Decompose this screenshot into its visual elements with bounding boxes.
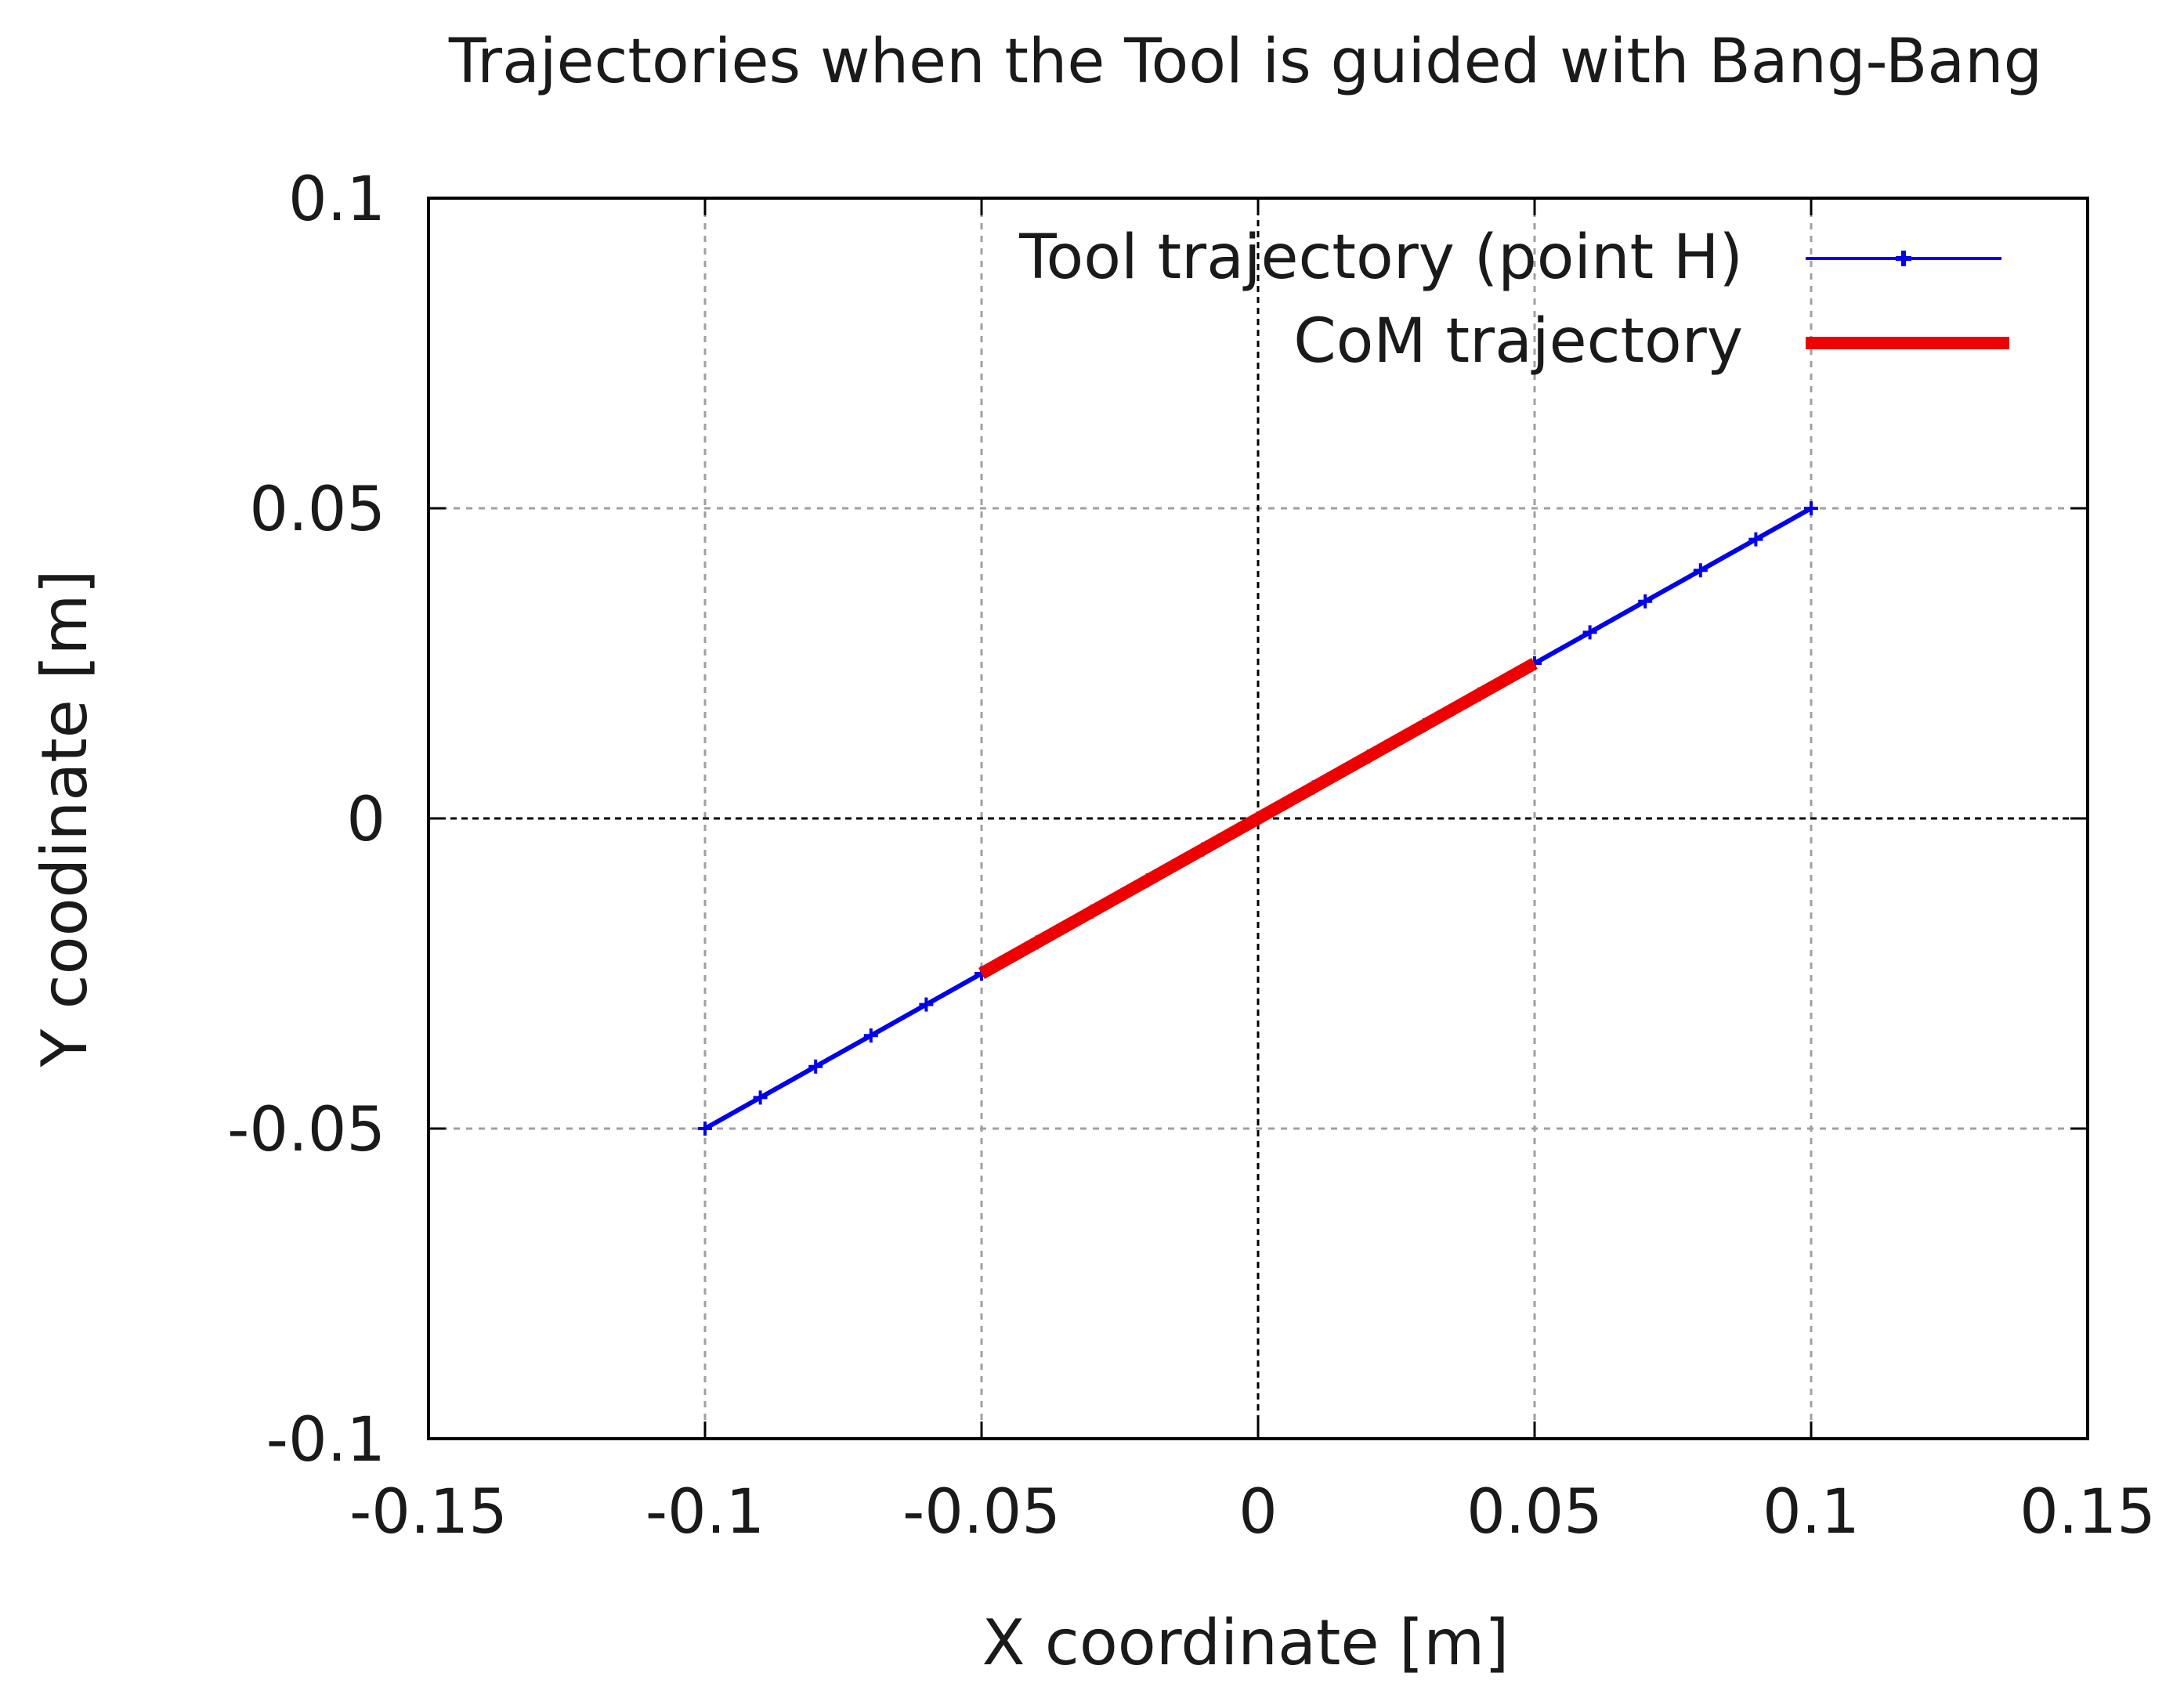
y-tick-label: -0.1 — [266, 1405, 385, 1476]
tool-trajectory-point — [753, 1090, 768, 1105]
x-tick-label: 0.05 — [1466, 1477, 1603, 1548]
y-tick-label: 0.05 — [249, 475, 385, 545]
tool-trajectory-point — [919, 997, 934, 1012]
y-tick-label: 0.1 — [288, 164, 385, 235]
tool-trajectory-point — [1804, 501, 1818, 515]
chart-title: Trajectories when the Tool is guided wit… — [448, 27, 2042, 97]
tool-trajectory-point — [1638, 594, 1653, 609]
axis-ticks: -0.15 -0.1 -0.05 0 0.05 0.1 0.15-0.1-0.0500.05… — [227, 164, 2156, 1548]
x-axis-label: X coordinate [m] — [982, 1606, 1510, 1679]
y-tick-label: 0 — [346, 785, 385, 855]
x-tick-label: 0 — [1238, 1477, 1278, 1548]
tool-trajectory-point — [808, 1059, 823, 1074]
legend-label-com: CoM trajectory — [1293, 306, 1743, 377]
tool-trajectory-point — [1582, 625, 1597, 640]
tool-trajectory-point — [863, 1028, 878, 1043]
series — [698, 501, 1818, 1136]
tool-trajectory-point — [1748, 532, 1763, 547]
legend: Tool trajectory (point H) CoM trajectory — [1018, 222, 2009, 377]
legend-label-tool: Tool trajectory (point H) — [1018, 222, 1743, 293]
y-axis-label: Y coodinate [m] — [28, 569, 101, 1067]
x-tick-label: -0.05 — [902, 1477, 1061, 1548]
x-tick-label: -0.1 — [645, 1477, 765, 1548]
legend-marker-tool — [1896, 251, 1911, 266]
x-tick-label: 0.15 — [2019, 1477, 2156, 1548]
tool-trajectory-point — [1693, 563, 1708, 578]
x-tick-label: -0.15 — [349, 1477, 508, 1548]
tool-trajectory-point — [698, 1122, 712, 1136]
y-tick-label: -0.05 — [227, 1095, 385, 1165]
x-tick-label: 0.1 — [1763, 1477, 1860, 1548]
